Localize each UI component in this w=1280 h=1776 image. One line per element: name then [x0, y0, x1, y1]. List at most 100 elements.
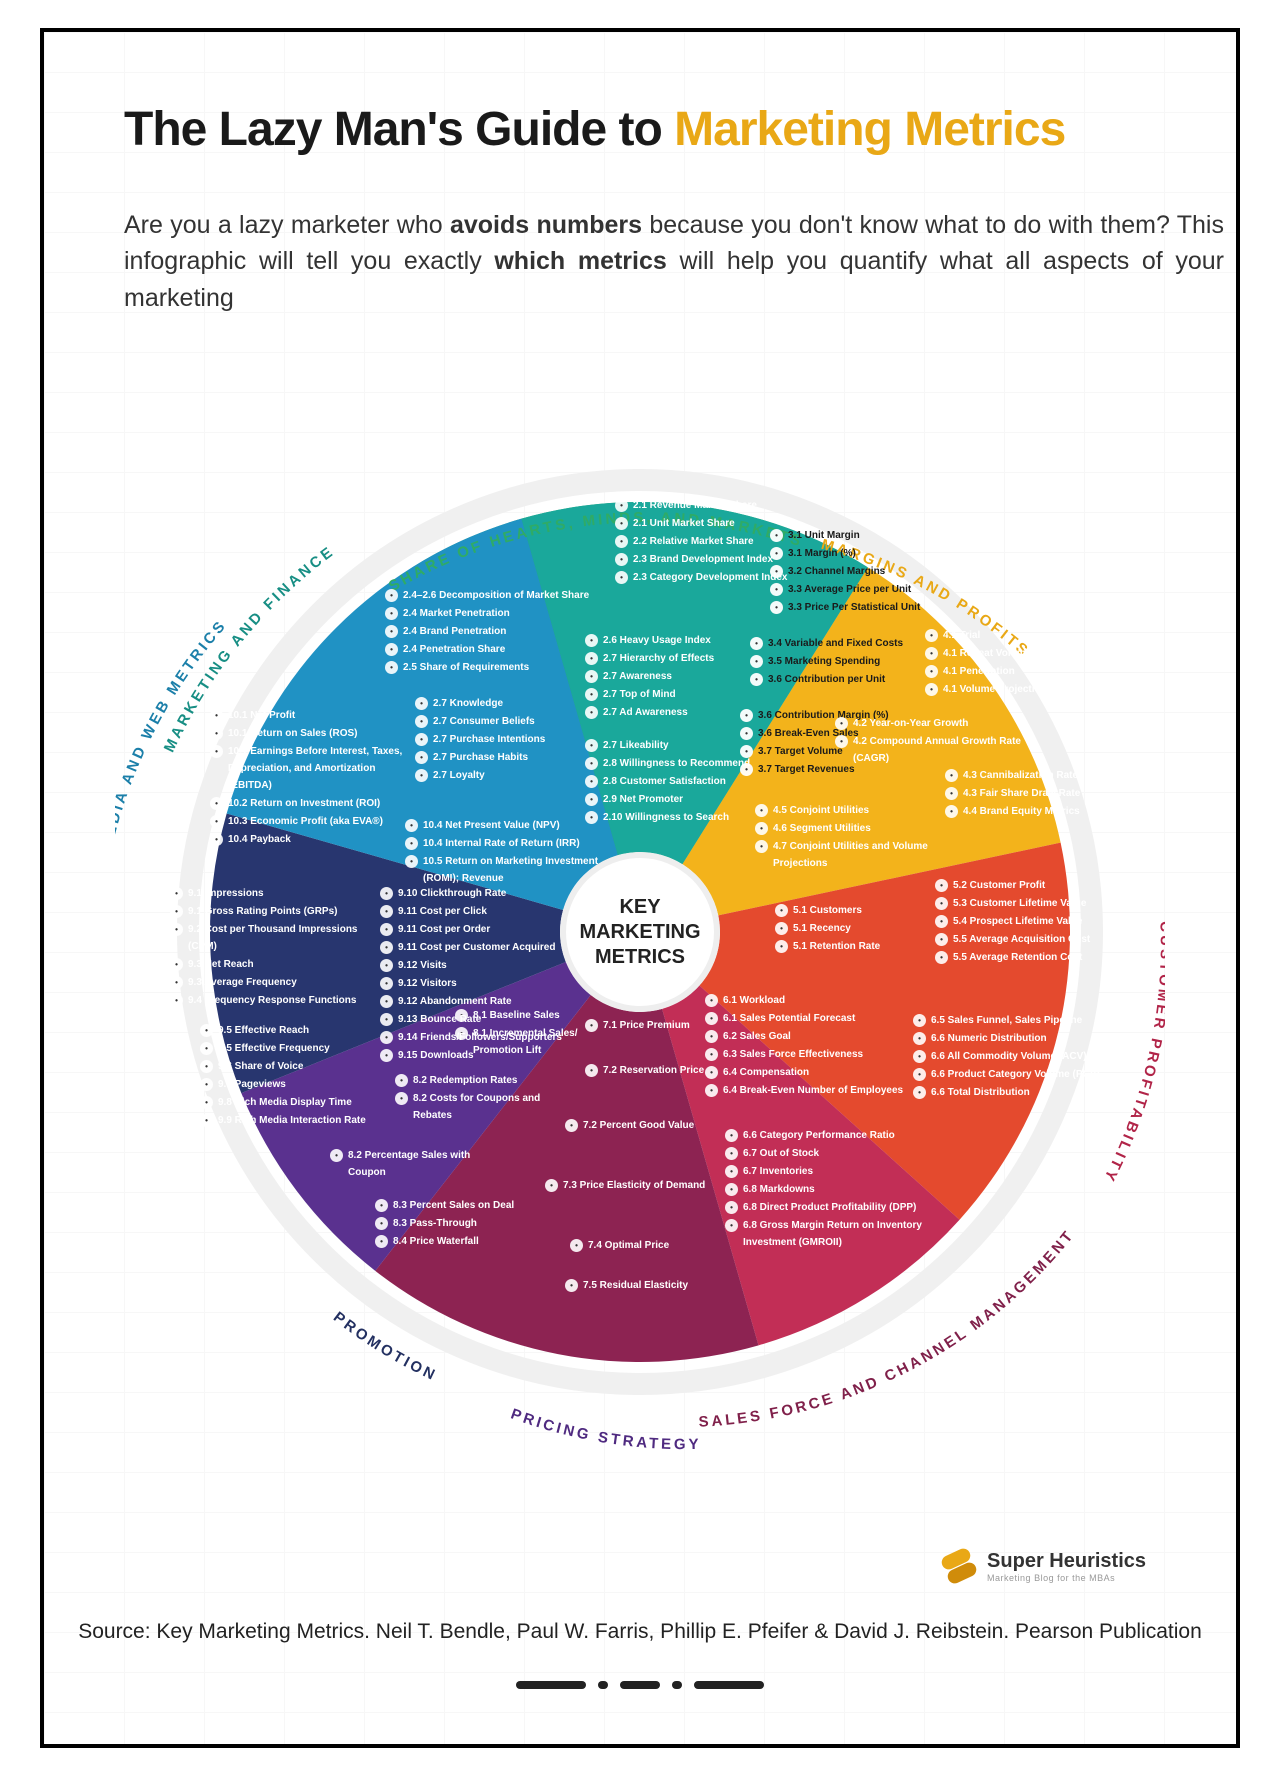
- metric-item: •4.3 Cannibalization Rate: [945, 767, 1115, 784]
- metric-label: 9.1 Impressions: [188, 885, 264, 902]
- metric-item: •5.5 Average Acquisition Cost: [935, 931, 1115, 948]
- metric-label: 2.7 Likeability: [603, 737, 669, 754]
- metric-icon: •: [925, 647, 938, 660]
- metric-group: •10.1 Net Profit•10.1 Return on Sales (R…: [210, 707, 420, 849]
- metric-item: •6.4 Break-Even Number of Employees: [705, 1082, 905, 1099]
- metric-label: 6.6 Category Performance Ratio: [743, 1127, 895, 1144]
- metric-icon: •: [740, 709, 753, 722]
- metric-item: •6.2 Sales Goal: [705, 1028, 905, 1045]
- metric-label: 8.3 Pass-Through: [393, 1215, 477, 1232]
- metric-icon: •: [750, 673, 763, 686]
- metric-item: •4.3 Fair Share Draw Rate: [945, 785, 1115, 802]
- metric-icon: •: [740, 745, 753, 758]
- metric-label: 2.7 Purchase Habits: [433, 749, 528, 766]
- metric-icon: •: [170, 905, 183, 918]
- metric-item: •5.3 Customer Lifetime Value: [935, 895, 1115, 912]
- metric-label: 9.12 Visitors: [398, 975, 457, 992]
- metric-item: •9.5 Effective Frequency: [200, 1040, 400, 1057]
- metric-item: •10.5 Return on Marketing Investment (RO…: [405, 853, 605, 887]
- metric-icon: •: [770, 565, 783, 578]
- metric-icon: •: [170, 958, 183, 971]
- metric-icon: •: [615, 571, 628, 584]
- metric-icon: •: [913, 1050, 926, 1063]
- metric-group: • 9.1 Impressions•9.1 Gross Rating Points…: [170, 885, 370, 1010]
- metric-icon: •: [200, 1078, 213, 1091]
- metric-item: •10.4 Payback: [210, 831, 420, 848]
- metric-label: 9.14 Friends/Followers/Supporters: [398, 1029, 562, 1046]
- metric-label: 9.4 Frequency Response Functions: [188, 992, 356, 1009]
- metric-group: • 3.4 Variable and Fixed Costs•3.5 Market…: [750, 635, 925, 689]
- metric-group: •3.1 Unit Margin•3.1 Margin (%)•3.2 Chan…: [770, 527, 945, 617]
- metric-label: 9.2 Cost per Thousand Impressions (CPM): [188, 921, 370, 955]
- metric-label: 9.5 Effective Frequency: [218, 1040, 330, 1057]
- metric-icon: •: [725, 1183, 738, 1196]
- metric-label: 2.1 Unit Market Share: [633, 515, 735, 532]
- metric-item: •3.2 Channel Margins: [770, 563, 945, 580]
- metric-icon: •: [210, 833, 223, 846]
- metric-label: 10.1 Earnings Before Interest, Taxes, De…: [228, 743, 420, 794]
- metric-icon: •: [380, 1013, 393, 1026]
- metric-item: •9.6 Share of Voice: [200, 1058, 400, 1075]
- metric-item: •2.4 Penetration Share: [385, 641, 610, 658]
- metric-icon: •: [380, 1049, 393, 1062]
- metric-item: •3.5 Marketing Spending: [750, 653, 925, 670]
- metric-label: 8.3 Percent Sales on Deal: [393, 1197, 514, 1214]
- metric-item: •6.8 Gross Margin Return on Inventory In…: [725, 1217, 975, 1251]
- metric-item: •5.4 Prospect Lifetime Value: [935, 913, 1115, 930]
- page-title: The Lazy Man's Guide to Marketing Metric…: [124, 102, 1065, 157]
- metric-icon: •: [770, 583, 783, 596]
- metric-label: 6.8 Gross Margin Return on Inventory Inv…: [743, 1217, 975, 1251]
- metric-icon: •: [380, 1031, 393, 1044]
- metric-item: •7.5 Residual Elasticity: [565, 1277, 715, 1294]
- metric-icon: •: [585, 757, 598, 770]
- metric-label: 8.4 Price Waterfall: [393, 1233, 479, 1250]
- metric-item: •4.7 Conjoint Utilities and Volume Proje…: [755, 838, 955, 872]
- metric-item: •9.1 Gross Rating Points (GRPs): [170, 903, 370, 920]
- metric-item: • 9.14 Friends/Followers/Supporters: [380, 1029, 570, 1046]
- brand-logo-icon: [941, 1548, 977, 1584]
- metric-label: 4.4 Brand Equity Metrics: [963, 803, 1080, 820]
- metric-group: •4.1 Trial•4.1 Repeat Volume•4.1 Penetra…: [925, 627, 1085, 699]
- metric-label: 2.4 Market Penetration: [403, 605, 510, 622]
- metric-label: 6.5 Sales Funnel, Sales Pipeline: [931, 1012, 1082, 1029]
- source-citation: Source: Key Marketing Metrics. Neil T. B…: [44, 1620, 1236, 1644]
- metric-label: 5.5 Average Retention Cost: [953, 949, 1082, 966]
- metric-item: •2.8 Willingness to Recommend: [585, 755, 755, 772]
- metric-item: •2.4 Brand Penetration: [385, 623, 610, 640]
- metric-item: •9.2 Cost per Thousand Impressions (CPM): [170, 921, 370, 955]
- metric-icon: •: [385, 625, 398, 638]
- metric-label: 9.7 Pageviews: [218, 1076, 286, 1093]
- metric-icon: •: [835, 735, 848, 748]
- metric-label: 6.2 Sales Goal: [723, 1028, 791, 1045]
- metric-item: •9.12 Visits: [380, 957, 570, 974]
- metric-group: • 6.6 Category Performance Ratio•6.7 Out …: [725, 1127, 975, 1252]
- metric-label: 4.2 Year-on-Year Growth: [853, 715, 968, 732]
- metric-item: •7.3 Price Elasticity of Demand: [545, 1177, 715, 1194]
- metric-icon: •: [925, 629, 938, 642]
- metric-label: 2.2 Relative Market Share: [633, 533, 754, 550]
- metric-label: 5.1 Retention Rate: [793, 938, 880, 955]
- metric-item: •2.6 Heavy Usage Index: [585, 632, 755, 649]
- metric-label: 3.1 Margin (%): [788, 545, 856, 562]
- metric-label: 9.15 Downloads: [398, 1047, 474, 1064]
- metric-label: 3.4 Variable and Fixed Costs: [768, 635, 903, 652]
- metric-item: •7.2 Percent Good Value: [565, 1117, 715, 1134]
- metric-icon: •: [375, 1199, 388, 1212]
- metric-label: 2.7 Consumer Beliefs: [433, 713, 535, 730]
- metric-icon: •: [585, 739, 598, 752]
- metric-group: •7.1 Price Premium: [585, 1017, 715, 1035]
- metric-icon: •: [385, 661, 398, 674]
- metric-group: •7.3 Price Elasticity of Demand: [545, 1177, 715, 1195]
- metric-label: 2.4 Penetration Share: [403, 641, 505, 658]
- metric-item: •3.1 Margin (%): [770, 545, 945, 562]
- metric-label: 6.7 Out of Stock: [743, 1145, 819, 1162]
- metric-item: •6.7 Out of Stock: [725, 1145, 975, 1162]
- metric-group: •2.6 Heavy Usage Index•2.7 Hierarchy of …: [585, 632, 755, 722]
- metric-label: 10.1 Net Profit: [228, 707, 295, 724]
- metric-label: 4.1 Penetration: [943, 663, 1015, 680]
- metric-item: •2.7 Top of Mind: [585, 686, 755, 703]
- metric-icon: •: [380, 905, 393, 918]
- metric-item: •4.1 Trial: [925, 627, 1085, 644]
- metric-item: •4.2 Year-on-Year Growth: [835, 715, 1040, 732]
- metric-item: •4.1 Repeat Volume: [925, 645, 1085, 662]
